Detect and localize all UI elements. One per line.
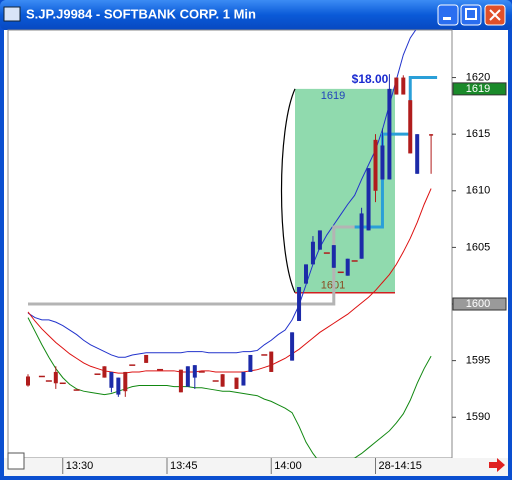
- close-icon: [489, 9, 501, 21]
- candle-body: [220, 374, 225, 387]
- candle-body: [345, 258, 350, 276]
- band-line: [27, 317, 432, 458]
- y-tick-label: 1590: [466, 411, 490, 423]
- trade-profit-label: $18.00: [352, 72, 389, 86]
- price-flag-label: 1600: [466, 298, 490, 310]
- candle-body: [116, 377, 121, 395]
- price-flag: [452, 297, 507, 311]
- candle-body: [387, 88, 392, 180]
- band-line: [27, 30, 417, 358]
- candle-body: [373, 139, 378, 191]
- candle-body: [185, 366, 190, 387]
- minimize-icon: [443, 17, 451, 20]
- stop-line: [28, 225, 362, 306]
- candle-body: [297, 287, 302, 321]
- y-tick-label: 1610: [466, 185, 490, 197]
- candle-body: [26, 376, 30, 386]
- minimize-button[interactable]: [437, 4, 459, 26]
- candle-body: [331, 245, 336, 268]
- app-icon: [3, 6, 21, 22]
- candle-body: [415, 134, 420, 174]
- candle-body: [248, 354, 253, 372]
- candle-body: [102, 366, 107, 378]
- x-tick-label: 28-14:15: [379, 460, 422, 472]
- scroll-arrow[interactable]: [489, 458, 505, 472]
- x-tick-label: 13:30: [66, 460, 94, 472]
- candle-body: [304, 264, 308, 284]
- candle-body: [144, 354, 149, 363]
- candle-body: [178, 369, 183, 393]
- candle-body: [317, 230, 322, 250]
- candle-body: [366, 168, 371, 231]
- candle-body: [429, 134, 434, 136]
- candle-body: [310, 241, 315, 265]
- window-title: S.JP.J9984 - SOFTBANK CORP. 1 Min: [26, 6, 256, 21]
- x-tick-label: 14:00: [274, 460, 302, 472]
- trade-bracket: [280, 88, 296, 293]
- price-flag: [452, 82, 507, 96]
- y-tick-label: 1615: [466, 128, 490, 140]
- candle-body: [241, 371, 246, 386]
- candle-body: [269, 351, 274, 372]
- candle-body: [109, 371, 114, 388]
- price-flag-label: 1619: [466, 83, 490, 95]
- candle-body: [234, 377, 239, 389]
- candle-body: [380, 145, 385, 180]
- candle-body: [359, 213, 364, 259]
- trade-box: [295, 88, 395, 293]
- candle-body: [408, 100, 413, 154]
- overlay-layer: 15901595160016051610161516201619160013:3…: [62, 71, 507, 474]
- candle-body: [290, 332, 295, 361]
- maximize-icon: [465, 8, 477, 20]
- band-line: [27, 188, 432, 374]
- y-tick-label: 1595: [466, 355, 490, 367]
- candle-body: [123, 371, 128, 392]
- candle-body: [401, 77, 406, 95]
- x-tick-label: 13:45: [170, 460, 198, 472]
- stop-line: [354, 76, 438, 229]
- time-axis-strip: [4, 458, 508, 476]
- candle-body: [53, 371, 58, 384]
- checkbox[interactable]: [7, 452, 25, 470]
- trade-high-label: 1619: [321, 90, 345, 102]
- title-bar: [0, 0, 512, 30]
- y-tick-label: 1605: [466, 241, 490, 253]
- candle-body: [192, 365, 197, 378]
- y-tick-label: 1620: [466, 71, 490, 83]
- candle-body: [394, 77, 399, 95]
